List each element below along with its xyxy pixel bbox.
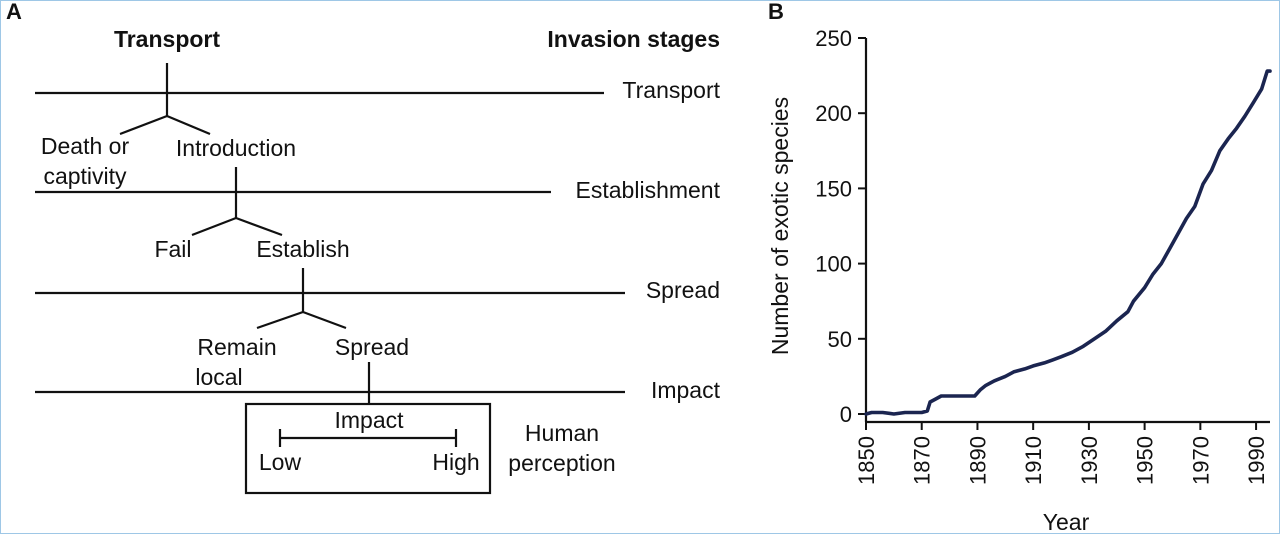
header-transport: Transport	[114, 26, 220, 52]
label-captivity: captivity	[43, 163, 127, 189]
x-tick-label: 1850	[854, 436, 879, 485]
x-tick-label: 1930	[1077, 436, 1102, 485]
x-tick-label: 1990	[1244, 436, 1269, 485]
impact-scale-high: High	[432, 449, 479, 475]
y-tick-label: 250	[815, 26, 852, 51]
y-axis-label: Number of exotic species	[767, 97, 793, 355]
stage-label-spread: Spread	[646, 277, 720, 303]
panel-a-label: A	[6, 0, 22, 24]
header-invasion-stages: Invasion stages	[547, 26, 720, 52]
stage-label-establishment: Establishment	[576, 177, 721, 203]
impact-scale-low: Low	[259, 449, 302, 475]
stage-label-impact: Impact	[651, 377, 721, 403]
y-tick-label: 50	[828, 327, 852, 352]
label-local: local	[195, 364, 242, 390]
y-tick-label: 0	[840, 402, 852, 427]
label-remain: Remain	[197, 334, 276, 360]
impact-box	[244, 402, 492, 495]
label-spread: Spread	[335, 334, 409, 360]
x-tick-label: 1950	[1133, 436, 1158, 485]
panel-b-label: B	[768, 0, 784, 24]
y-tick-label: 100	[815, 252, 852, 277]
label-fail: Fail	[154, 236, 191, 262]
x-axis-label: Year	[1043, 509, 1090, 534]
panel-a	[35, 63, 625, 495]
stage-label-transport: Transport	[622, 77, 720, 103]
y-tick-label: 150	[815, 176, 852, 201]
y-tick-label: 200	[815, 101, 852, 126]
exotic-species-chart: 0 50 100 150 200 250 1850 1870 1890 1910 1930 1950 1…	[767, 26, 1272, 534]
branch1-right	[166, 114, 211, 136]
x-tick-label: 1970	[1188, 436, 1213, 485]
series-line-exotic-species	[864, 69, 1272, 416]
label-death-or: Death or	[41, 133, 130, 159]
label-perception: perception	[508, 450, 615, 476]
branch2-right	[235, 216, 283, 237]
impact-box-title: Impact	[334, 407, 404, 433]
branch1-left	[119, 114, 168, 136]
label-establish: Establish	[256, 236, 349, 262]
label-human: Human	[525, 420, 599, 446]
x-tick-label: 1910	[1021, 436, 1046, 485]
branch2-left	[191, 216, 237, 237]
branch3-left	[256, 310, 304, 330]
label-introduction: Introduction	[176, 135, 296, 161]
x-tick-label: 1890	[965, 436, 990, 485]
x-tick-label: 1870	[910, 436, 935, 485]
branch3-right	[302, 310, 347, 330]
